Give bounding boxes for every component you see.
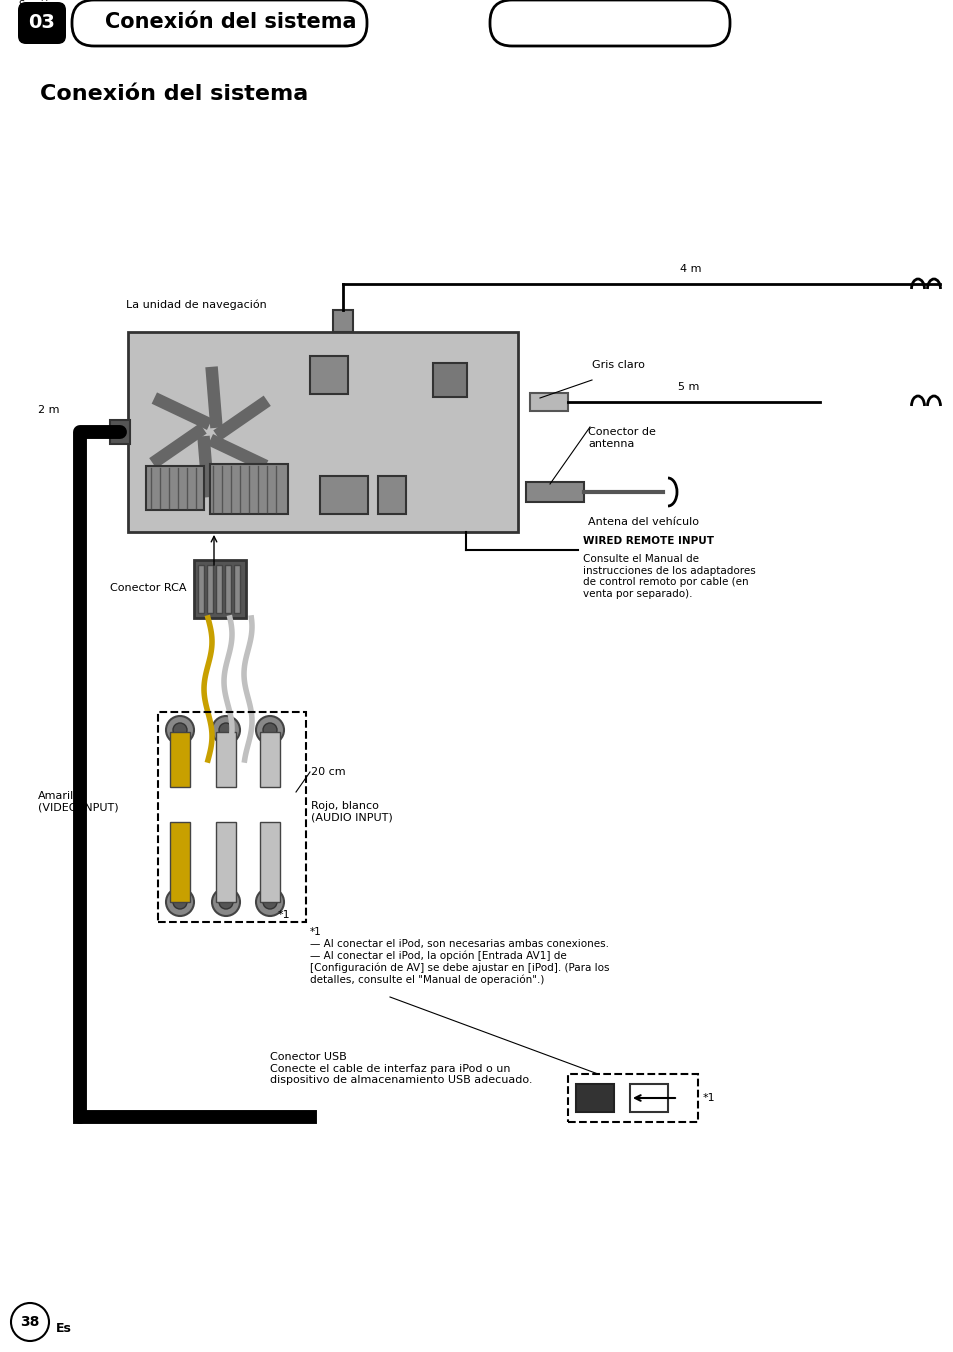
Bar [377, 476, 406, 514]
Text: 2 m: 2 m [38, 406, 59, 415]
Bar [170, 822, 190, 902]
Bar [110, 420, 130, 443]
Bar [319, 476, 368, 514]
Circle shape [166, 888, 193, 917]
Bar [260, 822, 280, 902]
Circle shape [166, 717, 193, 744]
Circle shape [451, 477, 480, 507]
Bar [215, 731, 235, 787]
Bar [210, 464, 288, 514]
Circle shape [282, 419, 308, 445]
Text: WIRED REMOTE INPUT: WIRED REMOTE INPUT [582, 535, 713, 546]
Bar [233, 565, 240, 612]
Text: 38: 38 [20, 1315, 40, 1329]
Text: Amarillo
(VIDEO INPUT): Amarillo (VIDEO INPUT) [38, 791, 118, 813]
Text: *1: *1 [277, 910, 291, 919]
Bar [198, 565, 204, 612]
Text: 4 m: 4 m [679, 264, 700, 274]
Circle shape [372, 358, 399, 387]
Circle shape [263, 723, 276, 737]
Bar [146, 466, 204, 510]
Text: 20 cm: 20 cm [311, 767, 345, 777]
Bar [225, 565, 231, 612]
FancyBboxPatch shape [71, 0, 367, 46]
Bar [567, 1073, 698, 1122]
Bar [333, 310, 353, 333]
Text: Antena del vehículo: Antena del vehículo [587, 516, 699, 527]
Text: Conector RCA: Conector RCA [110, 583, 186, 594]
Text: La unidad de navegación: La unidad de navegación [126, 300, 267, 310]
Bar [576, 1084, 614, 1111]
Text: Consulte el Manual de
instrucciones de los adaptadores
de control remoto por cab: Consulte el Manual de instrucciones de l… [582, 554, 755, 599]
Text: Sección: Sección [18, 0, 55, 9]
FancyBboxPatch shape [490, 0, 729, 46]
Bar [128, 333, 517, 531]
Circle shape [219, 723, 233, 737]
Text: Es: Es [56, 1321, 71, 1334]
Circle shape [212, 717, 240, 744]
Circle shape [172, 895, 187, 909]
Circle shape [11, 1303, 49, 1341]
Bar [310, 356, 348, 393]
Circle shape [219, 895, 233, 909]
Circle shape [263, 895, 276, 909]
Bar [170, 731, 190, 787]
Circle shape [441, 372, 457, 388]
Bar [207, 565, 213, 612]
Text: Gris claro: Gris claro [592, 360, 644, 370]
Bar [193, 560, 246, 618]
Bar [433, 362, 467, 397]
Bar [158, 713, 306, 922]
Bar [629, 1084, 667, 1111]
Circle shape [172, 723, 187, 737]
Circle shape [196, 419, 223, 445]
Bar [215, 822, 235, 902]
Circle shape [212, 888, 240, 917]
Bar [260, 731, 280, 787]
Bar [525, 483, 583, 502]
Circle shape [255, 717, 284, 744]
Text: *1
— Al conectar el iPod, son necesarias ambas conexiones.
— Al conectar el iPod: *1 — Al conectar el iPod, son necesarias… [310, 927, 609, 986]
FancyBboxPatch shape [18, 1, 66, 45]
Text: Conector de
antenna: Conector de antenna [587, 427, 655, 449]
Text: Conexión del sistema: Conexión del sistema [105, 12, 356, 32]
Bar [215, 565, 222, 612]
Text: *1: *1 [702, 1092, 715, 1103]
Text: 5 m: 5 m [678, 383, 699, 392]
Circle shape [438, 465, 493, 519]
Text: Conexión del sistema: Conexión del sistema [40, 84, 308, 104]
Text: Conector USB
Conecte el cable de interfaz para iPod o un
dispositivo de almacena: Conector USB Conecte el cable de interfa… [270, 1052, 532, 1086]
Text: 03: 03 [29, 12, 55, 31]
Bar [530, 393, 567, 411]
Circle shape [255, 888, 284, 917]
Circle shape [145, 366, 274, 498]
Text: Rojo, blanco
(AUDIO INPUT): Rojo, blanco (AUDIO INPUT) [311, 802, 393, 823]
